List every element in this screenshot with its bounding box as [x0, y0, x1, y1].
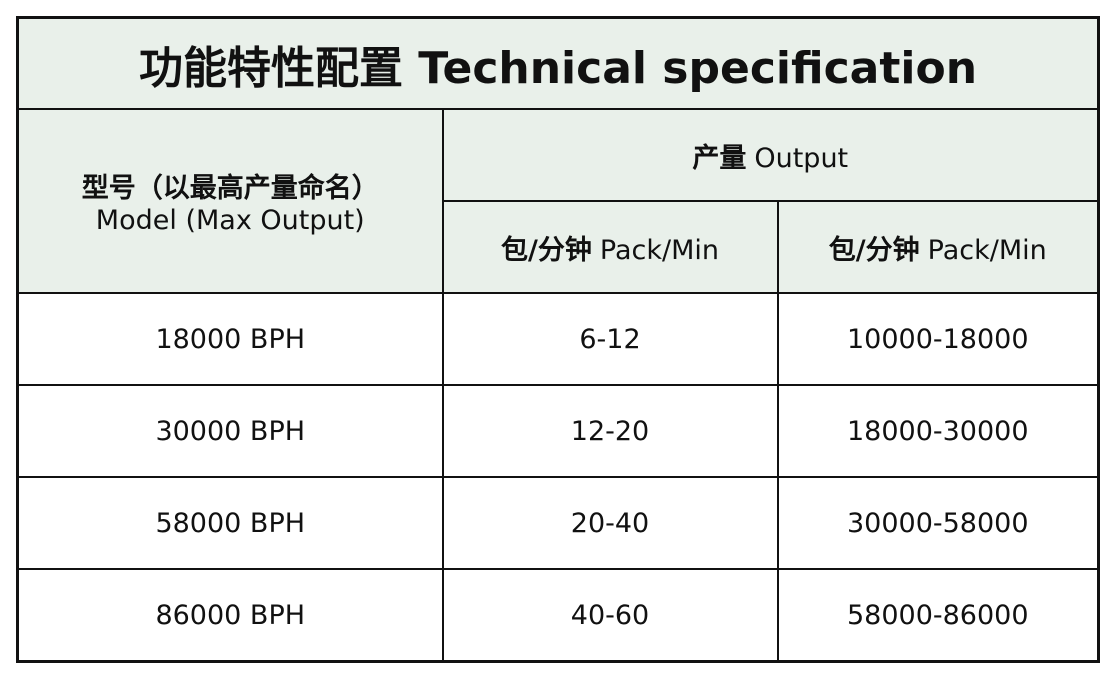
column-header: 包/分钟 Pack/Min — [776, 200, 1100, 294]
table-cell: 86000 BPH — [16, 568, 444, 663]
spec-table: 功能特性配置 Technical specification 型号（以最高产量命… — [16, 16, 1101, 663]
output-header-zh: 产量 — [692, 142, 747, 174]
output-header-en: Output — [754, 142, 849, 174]
table-cell: 18000 BPH — [16, 292, 444, 386]
table-cell: 12-20 — [441, 384, 779, 478]
table-body: 18000 BPH 6-12 10000-18000 30000 BPH 12-20 18… — [16, 292, 1100, 663]
column-header-en: Pack/Min — [927, 234, 1047, 266]
column-header-zh: 包/分钟 — [828, 234, 920, 266]
table-title: 功能特性配置 Technical specification — [16, 16, 1100, 110]
table-cell: 40-60 — [441, 568, 779, 663]
table-row: 86000 BPH 40-60 58000-86000 — [16, 568, 1100, 663]
table-row: 58000 BPH 20-40 30000-58000 — [16, 476, 1100, 570]
table-row: 18000 BPH 6-12 10000-18000 — [16, 292, 1100, 386]
table-cell: 20-40 — [441, 476, 779, 570]
model-header-en: Model (Max Output) — [95, 205, 365, 236]
output-header: 产量 Output — [441, 108, 1100, 202]
column-header: 包/分钟 Pack/Min — [441, 200, 779, 294]
column-header-en: Pack/Min — [599, 234, 719, 266]
table-cell: 18000-30000 — [776, 384, 1100, 478]
table-cell: 30000 BPH — [16, 384, 444, 478]
table-cell: 58000 BPH — [16, 476, 444, 570]
table-row: 30000 BPH 12-20 18000-30000 — [16, 384, 1100, 478]
table-cell: 30000-58000 — [776, 476, 1100, 570]
model-header: 型号（以最高产量命名） Model (Max Output) — [16, 108, 444, 294]
column-header-zh: 包/分钟 — [501, 234, 592, 266]
table-cell: 6-12 — [441, 292, 779, 386]
model-header-zh: 型号（以最高产量命名） — [81, 173, 379, 204]
table-cell: 58000-86000 — [776, 568, 1100, 663]
table-cell: 10000-18000 — [776, 292, 1100, 386]
